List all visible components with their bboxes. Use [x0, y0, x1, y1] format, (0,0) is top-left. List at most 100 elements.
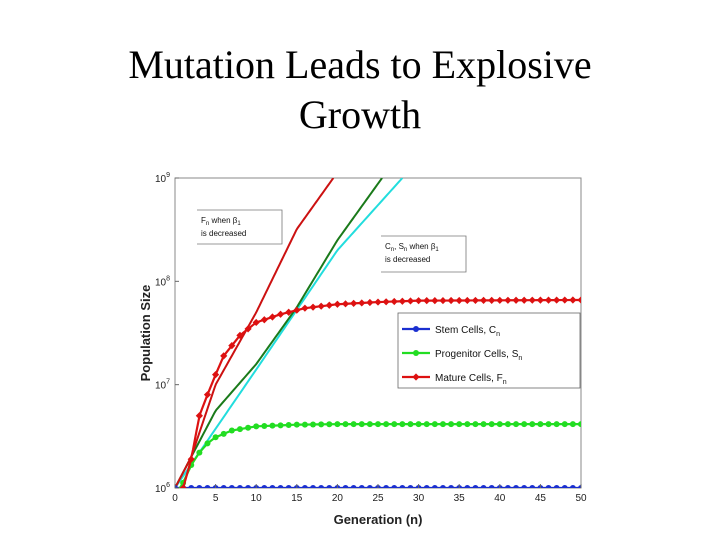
y-tick-label: 107 — [155, 379, 170, 392]
data-point — [293, 306, 301, 314]
slide-title-line-1: Mutation Leads to Explosive — [128, 42, 592, 87]
data-point — [399, 485, 406, 488]
annotation-text: when β — [407, 242, 436, 251]
data-point — [285, 422, 292, 429]
x-tick-label: 50 — [575, 493, 587, 504]
y-tick-base: 10 — [155, 174, 167, 185]
data-point — [285, 308, 293, 316]
y-tick-label: 106 — [155, 482, 170, 495]
x-tick-label: 45 — [535, 493, 547, 504]
series-line — [175, 178, 383, 488]
data-point — [276, 310, 285, 318]
annotation-line-2: is decreased — [385, 255, 430, 264]
data-point — [569, 485, 576, 488]
data-point — [545, 421, 552, 428]
data-point — [464, 485, 471, 488]
annotation-text: F — [201, 216, 206, 225]
annotation-text: when β — [209, 216, 238, 225]
y-tick-base: 10 — [155, 381, 167, 392]
slide-title: Mutation Leads to Explosive Growth — [0, 40, 720, 140]
data-point — [236, 426, 243, 433]
data-point — [326, 421, 333, 428]
data-point — [341, 300, 350, 308]
legend-swatch-marker — [412, 373, 420, 381]
y-tick-base: 10 — [155, 484, 167, 495]
x-tick-label: 25 — [372, 493, 384, 504]
data-point — [448, 421, 455, 428]
data-point — [529, 485, 536, 488]
data-point — [439, 421, 446, 428]
data-point — [175, 485, 178, 488]
data-point — [390, 297, 398, 306]
data-point — [293, 421, 300, 428]
data-point — [261, 485, 268, 488]
data-point — [196, 449, 203, 456]
y-tick-exponent: 6 — [166, 482, 170, 489]
data-point — [325, 301, 333, 309]
data-point — [187, 455, 195, 463]
data-point — [407, 421, 414, 428]
data-point — [228, 485, 235, 488]
data-point — [512, 296, 520, 304]
y-tick-label: 109 — [155, 172, 170, 185]
data-point — [245, 424, 252, 431]
data-point — [537, 421, 544, 428]
data-point — [521, 421, 528, 428]
data-point — [504, 421, 511, 428]
data-point — [358, 421, 365, 428]
data-point — [569, 296, 577, 304]
legend-label-main: Stem Cells, C — [435, 325, 496, 336]
data-point — [439, 485, 446, 488]
data-point — [375, 421, 381, 428]
data-point — [399, 421, 406, 428]
data-point — [431, 421, 438, 428]
legend-swatch-marker — [413, 326, 419, 332]
legend-label-sub: n — [496, 331, 500, 338]
annotation-subscript: n — [404, 247, 407, 253]
x-tick-label: 5 — [213, 493, 219, 504]
data-point — [415, 297, 423, 305]
data-point — [350, 299, 358, 307]
data-point — [252, 318, 260, 327]
annotation-line-1: Cn, Sn when β1 — [385, 242, 439, 253]
data-point — [479, 296, 488, 304]
data-point — [488, 485, 495, 488]
data-point — [464, 421, 471, 428]
legend-swatch-marker — [413, 350, 419, 356]
data-point — [521, 485, 528, 488]
data-point — [391, 485, 398, 488]
annotation-frame — [197, 209, 283, 245]
data-point — [513, 485, 520, 488]
legend-box — [397, 312, 581, 389]
legend-item: Progenitor Cells, Sn — [402, 349, 522, 362]
data-point — [529, 421, 536, 428]
data-point — [236, 331, 244, 339]
data-point — [431, 296, 439, 305]
legend-label-main: Progenitor Cells, S — [435, 349, 519, 360]
data-point — [456, 421, 463, 428]
x-tick-label: 35 — [454, 493, 466, 504]
data-point — [407, 485, 414, 488]
data-point — [553, 485, 560, 488]
x-axis-label: Generation (n) — [334, 512, 423, 527]
data-point — [228, 342, 236, 350]
legend-label: Mature Cells, Fn — [435, 373, 507, 386]
data-point — [520, 296, 528, 304]
sn-decreased-series — [175, 178, 383, 488]
data-point — [261, 423, 268, 430]
data-point — [212, 434, 219, 441]
cn-decreased-series — [175, 178, 404, 488]
data-point — [472, 421, 479, 428]
data-point — [496, 421, 503, 428]
annotation-text: , S — [394, 242, 404, 251]
data-point — [398, 297, 406, 305]
data-point — [383, 421, 390, 428]
annotation-line-1: Fn when β1 — [201, 216, 241, 227]
data-point — [480, 421, 487, 428]
data-point — [431, 485, 438, 488]
data-point — [513, 421, 520, 428]
data-point — [220, 430, 227, 437]
progenitor-cells-series — [178, 421, 581, 488]
data-point — [228, 427, 235, 434]
